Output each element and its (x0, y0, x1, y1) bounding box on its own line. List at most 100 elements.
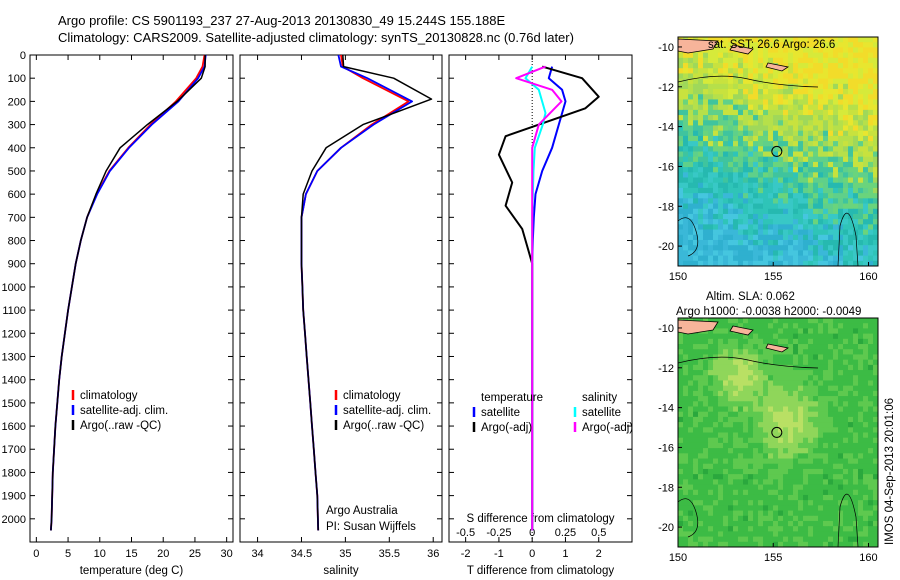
heatmap-cell (698, 536, 704, 543)
heatmap-cell (818, 344, 824, 350)
heatmap-cell (798, 245, 804, 251)
heatmap-cell (858, 484, 864, 491)
heatmap-cell (858, 463, 864, 470)
heatmap-cell (838, 385, 844, 392)
heatmap-cell (803, 224, 809, 231)
heatmap-cell (813, 47, 819, 54)
heatmap-cell (838, 151, 844, 158)
heatmap-cell (708, 510, 714, 517)
heatmap-cell (763, 120, 769, 126)
heatmap-cell (713, 385, 719, 392)
heatmap-cell (823, 234, 829, 241)
heatmap-cell (753, 396, 759, 402)
heatmap-cell (723, 463, 729, 470)
heatmap-cell (778, 354, 784, 361)
heatmap-cell (783, 515, 789, 522)
heatmap-cell (808, 333, 814, 340)
heatmap-cell (818, 448, 824, 454)
heatmap-cell (788, 541, 794, 547)
heatmap-cell (763, 536, 769, 543)
heatmap-cell (713, 47, 719, 54)
heatmap-cell (793, 167, 799, 173)
heatmap-cell (828, 484, 834, 491)
heatmap-cell (873, 531, 878, 538)
heatmap-cell (868, 182, 874, 189)
heatmap-cell (858, 437, 864, 444)
heatmap-cell (718, 359, 724, 366)
heatmap-cell (763, 198, 769, 205)
heatmap-cell (853, 406, 859, 413)
heatmap-cell (853, 234, 859, 241)
heatmap-cell (748, 120, 754, 126)
heatmap-cell (873, 250, 878, 257)
heatmap-cell (698, 151, 704, 158)
heatmap-cell (743, 260, 749, 266)
heatmap-cell (723, 161, 729, 168)
heatmap-cell (858, 489, 864, 496)
heatmap-cell (803, 239, 809, 246)
heatmap-cell (798, 370, 804, 376)
heatmap-cell (833, 479, 839, 486)
heatmap-cell (783, 390, 789, 397)
heatmap-cell (773, 104, 779, 111)
heatmap-cell (858, 453, 864, 460)
heatmap-cell (873, 515, 878, 522)
heatmap-cell (728, 463, 734, 470)
heatmap-cell (703, 375, 709, 381)
heatmap-cell (848, 182, 854, 189)
heatmap-cell (803, 453, 809, 460)
heatmap-cell (823, 437, 829, 444)
heatmap-cell (783, 78, 789, 85)
heatmap-cell (803, 510, 809, 517)
heatmap-cell (863, 328, 869, 335)
heatmap-cell (833, 151, 839, 158)
heatmap-cell (818, 141, 824, 147)
heatmap-cell (723, 89, 729, 95)
heatmap-cell (803, 354, 809, 361)
heatmap-cell (708, 120, 714, 126)
heatmap-cell (828, 390, 834, 397)
heatmap-cell (743, 323, 749, 329)
heatmap-cell (853, 219, 859, 225)
heatmap-cell (788, 323, 794, 329)
heatmap-cell (738, 135, 744, 142)
heatmap-cell (708, 141, 714, 147)
heatmap-cell (708, 78, 714, 85)
heatmap-cell (793, 474, 799, 480)
heatmap-cell (748, 141, 754, 147)
heatmap-cell (738, 219, 744, 225)
heatmap-cell (783, 422, 789, 428)
heatmap-cell (733, 364, 739, 371)
heatmap-cell (778, 260, 784, 266)
heatmap-cell (743, 411, 749, 418)
heatmap-cell (873, 406, 878, 413)
heatmap-cell (738, 489, 744, 496)
heatmap-cell (778, 531, 784, 538)
heatmap-cell (713, 500, 719, 506)
heatmap-cell (803, 109, 809, 116)
heatmap-cell (763, 323, 769, 329)
heatmap-cell (793, 489, 799, 496)
heatmap-cell (738, 68, 744, 74)
heatmap-cell (788, 89, 794, 95)
heatmap-cell (863, 89, 869, 95)
heatmap-cell (833, 187, 839, 194)
heatmap-cell (783, 484, 789, 491)
heatmap-cell (738, 463, 744, 470)
heatmap-cell (788, 333, 794, 340)
heatmap-cell (723, 135, 729, 142)
heatmap-cell (828, 359, 834, 366)
heatmap-cell (783, 505, 789, 512)
heatmap-cell (853, 68, 859, 74)
timestamp-stamp: IMOS 04-Sep-2013 20:01:06 (884, 398, 896, 545)
heatmap-cell (748, 177, 754, 184)
heatmap-cell (868, 125, 874, 132)
heatmap-cell (873, 187, 878, 194)
heatmap-cell (823, 239, 829, 246)
heatmap-cell (723, 120, 729, 126)
heatmap-cell (753, 494, 759, 501)
heatmap-cell (748, 390, 754, 397)
heatmap-cell (818, 468, 824, 475)
heatmap-cell (763, 94, 769, 100)
heatmap-cell (733, 520, 739, 527)
